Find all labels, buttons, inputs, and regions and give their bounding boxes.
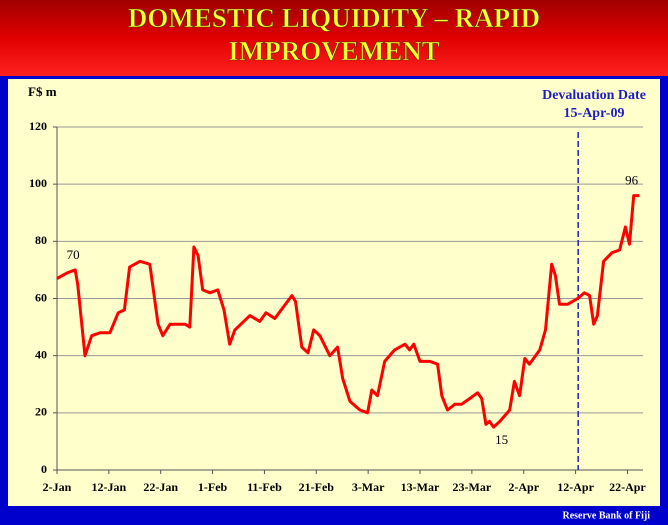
- x-tick-label: 2-Jan: [43, 480, 72, 494]
- x-tick-label: 1-Feb: [198, 480, 228, 494]
- y-tick-label: 20: [35, 405, 47, 419]
- x-tick-label: 22-Jan: [143, 480, 178, 494]
- x-tick-label: 2-Apr: [508, 480, 539, 494]
- plot-background: [8, 79, 660, 506]
- plot: 0 20 40 60 80 100 120 2-Jan 12-Jan 22-Jan 1-Feb 11-…: [29, 88, 646, 494]
- data-label: 70: [67, 247, 80, 262]
- x-tick-label: 21-Feb: [299, 480, 335, 494]
- x-tick-label: 11-Feb: [247, 480, 282, 494]
- annotation: 15-Apr-09: [564, 106, 625, 121]
- data-label: 96: [625, 173, 639, 188]
- x-tick-label: 23-Mar: [453, 480, 492, 494]
- y-tick-label: 40: [35, 347, 47, 361]
- title-banner: [0, 0, 668, 76]
- y-tick-label: 100: [29, 176, 47, 190]
- x-tick-label: 12-Jan: [92, 480, 127, 494]
- x-tick-label: 3-Mar: [352, 480, 385, 494]
- annotation: Devaluation Date: [542, 88, 646, 103]
- footer: Reserve Bank of Fiji: [563, 510, 651, 521]
- x-tick-label: 13-Mar: [401, 480, 440, 494]
- title-line: IMPROVEMENT: [228, 36, 440, 66]
- title-line: DOMESTIC LIQUIDITY – RAPID: [128, 3, 540, 33]
- y-tick-label: 120: [29, 119, 47, 133]
- y-tick-label: 80: [35, 233, 47, 247]
- x-tick-label: 12-Apr: [557, 480, 594, 494]
- x-tick-label: 22-Apr: [609, 480, 646, 494]
- data-label: 15: [495, 432, 508, 447]
- data-line: [56, 194, 640, 429]
- y-tick-label: 60: [35, 290, 47, 304]
- y-tick-label: 0: [41, 462, 47, 476]
- y-axis-label: F$ m: [28, 84, 57, 99]
